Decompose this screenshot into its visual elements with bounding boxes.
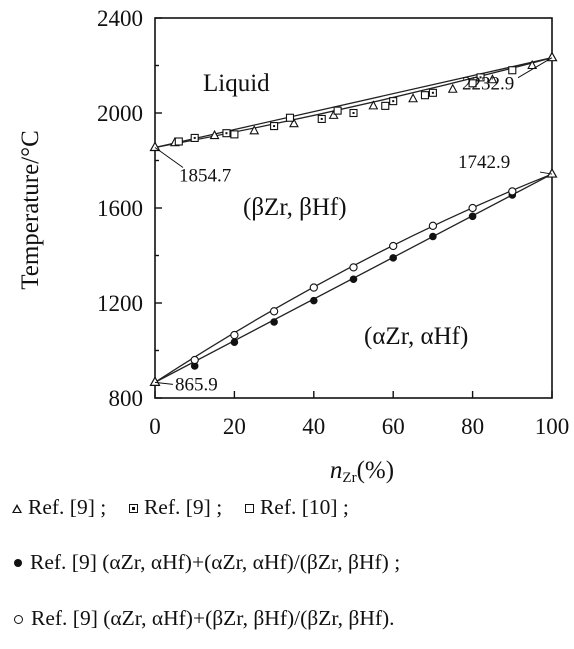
square-point [230,130,239,139]
endpoint-marker [149,376,161,386]
y-axis-label: Temperature/°C [17,130,44,290]
legend-entry-text: Ref. [10] ; [259,495,349,520]
endpoint-marker [546,167,558,178]
square-dot-center [193,136,196,139]
phase-boundary-line [154,57,553,149]
triangle-point [487,74,498,84]
open-circle-marker-icon [14,614,23,624]
data-points [169,59,538,370]
square-point [468,79,477,88]
filled-circle-point [389,254,398,262]
phase-boundary-curve [154,57,553,149]
square-point [381,101,390,110]
triangle-point [527,59,538,70]
legend-row-1: Ref. [9] ; Ref. [9] ; Ref. [10] ; [10,496,349,519]
square-point [174,137,183,146]
square-dot-center [273,125,276,128]
filled-circle-point [270,318,278,326]
triangle-point [447,83,458,93]
square-point [420,91,430,100]
legend-entry-text: Ref. [9] (αZr, αHf)+(βZr, βHf)/(βZr, βHf… [31,606,395,631]
legend-row-3: Ref. [9] (αZr, αHf)+(βZr, βHf)/(βZr, βHf… [10,607,395,630]
y-tick-label: 2000 [97,101,143,126]
square-dot-center [392,100,395,103]
annotation-leader [154,381,174,385]
x-axis-label-main: n [330,457,343,484]
annotation-label: 2232.9 [462,74,514,95]
x-axis-label-unit: (%) [357,457,394,484]
filled-circle-marker-icon [14,559,22,568]
triangle-marker-icon [12,503,22,513]
annotation-leader [154,147,184,168]
triangle-point [209,129,220,140]
region-alpha: (αZr, αHf) [364,323,468,350]
filled-circle-point [349,275,358,284]
y-tick-label: 1200 [97,291,143,316]
region-liquid: Liquid [203,70,270,97]
open-circle-point [428,221,438,230]
x-tick-label: 80 [461,414,484,439]
x-tick-label: 60 [382,414,405,439]
open-circle-point [508,187,517,196]
y-tick-label: 800 [109,386,144,411]
open-circle-point [389,241,398,251]
phase-diagram: 0 20 40 60 80 100 800 1200 1600 2000 2400 1854.7 22… [17,6,569,486]
open-circle-point [230,330,239,340]
triangle-point [289,118,299,128]
square-point [333,106,342,115]
triangle-point [368,100,379,110]
x-axis-label-sub: Zr [342,470,356,486]
square-point [508,66,517,75]
open-circle-point [190,355,199,365]
ticks: 0 20 40 60 80 100 800 1200 1600 2000 2400 [97,6,569,439]
x-tick-label: 40 [302,414,325,439]
annotation-label: 865.9 [175,374,218,395]
y-tick-label: 2400 [97,6,143,31]
open-circle-point [468,203,477,213]
square-dot-center [225,132,228,135]
open-circle-point [269,307,279,316]
annotation-leader [517,57,553,79]
square-dot-center [320,117,323,120]
filled-circle-point [429,232,437,241]
triangle-point [408,93,418,103]
square-dot-marker-icon [128,503,138,513]
x-axis-label: nZr(%) [330,457,394,486]
square-dot-center [479,76,482,79]
square-dot-center [352,112,355,114]
filled-circle-point [230,338,239,346]
square-point [285,113,295,122]
triangle-point [249,125,260,135]
annotation-label: 1854.7 [179,166,231,187]
legend-entry-text: Ref. [9] (αZr, αHf)+(αZr, αHf)/(βZr, βHf… [30,550,401,575]
square-marker-icon [244,503,254,513]
filled-circle-point [468,212,477,221]
legend-entry-text: Ref. [9] ; [28,495,107,520]
y-tick-label: 1600 [97,196,143,221]
x-tick-label: 0 [149,414,161,439]
phase-boundaries [149,51,558,386]
filled-circle-point [190,362,199,370]
x-tick-label: 20 [223,414,246,439]
annotation-label: 1742.9 [458,152,510,173]
x-tick-label: 100 [535,414,570,439]
region-labels: Liquid (βZr, βHf) (αZr, αHf) [203,70,468,350]
annotation-leader [539,171,553,175]
open-circle-point [309,283,318,292]
square-dot-center [431,91,434,94]
legend-row-2: Ref. [9] (αZr, αHf)+(αZr, αHf)/(βZr, βHf… [10,551,400,574]
open-circle-point [349,263,358,272]
region-beta: (βZr, βHf) [243,194,347,221]
annotations: 1854.7 2232.9 1742.9 865.9 [154,57,553,395]
filled-circle-point [310,296,318,305]
legend-entry-text: Ref. [9] ; [143,495,223,520]
